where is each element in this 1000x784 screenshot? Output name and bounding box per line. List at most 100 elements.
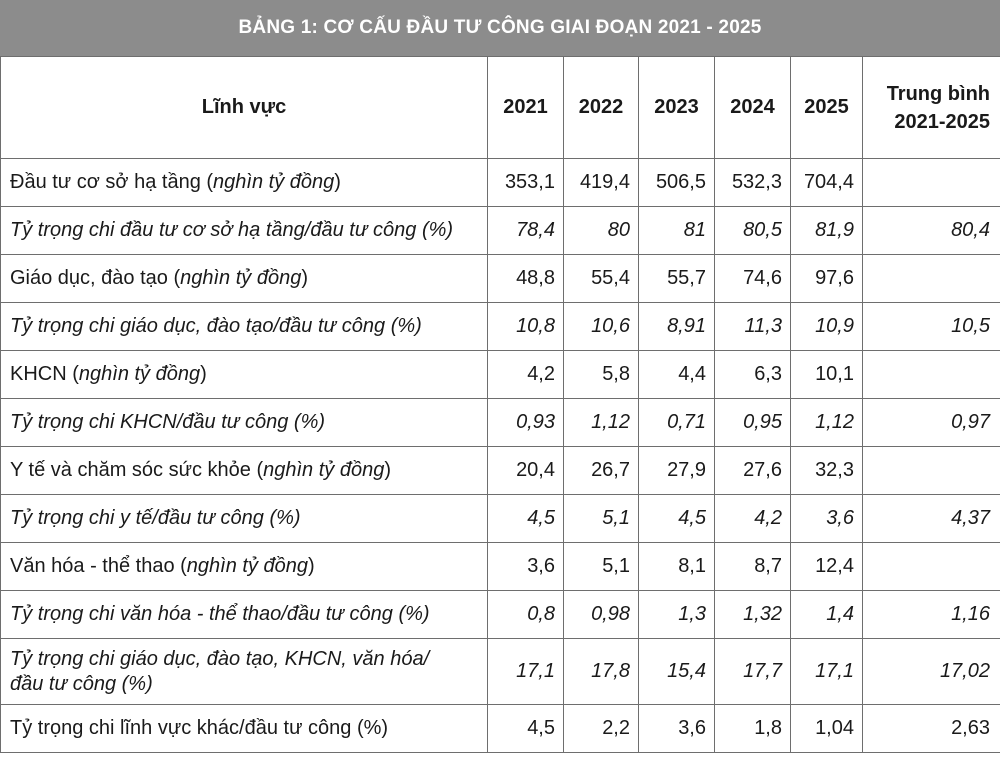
header-average-line2: 2021-2025 (894, 110, 990, 133)
cell-value: 5,1 (563, 494, 639, 543)
cell-value: 1,4 (790, 590, 863, 639)
cell-value: 0,93 (487, 398, 564, 447)
row-unit: nghìn tỷ đồng (180, 267, 302, 289)
row-label: Tỷ trọng chi y tế/đầu tư công (%) (0, 494, 488, 543)
cell-value: 15,4 (638, 638, 715, 705)
cell-value: 8,91 (638, 302, 715, 351)
header-year: 2021 (487, 56, 564, 159)
cell-average: 0,97 (862, 398, 1000, 447)
cell-average: 17,02 (862, 638, 1000, 705)
row-label: Tỷ trọng chi lĩnh vực khác/đầu tư công (… (0, 704, 488, 753)
cell-value: 8,7 (714, 542, 791, 591)
header-year: 2022 (563, 56, 639, 159)
row-label: Văn hóa - thể thao (nghìn tỷ đồng) (0, 542, 488, 591)
cell-value: 27,6 (714, 446, 791, 495)
cell-average: 80,4 (862, 206, 1000, 255)
row-label: Y tế và chăm sóc sức khỏe (nghìn tỷ đồng… (0, 446, 488, 495)
cell-value: 17,1 (487, 638, 564, 705)
row-label-tail: ) (334, 171, 341, 193)
row-label: Tỷ trọng chi văn hóa - thể thao/đầu tư c… (0, 590, 488, 639)
cell-value: 4,5 (638, 494, 715, 543)
cell-value: 3,6 (487, 542, 564, 591)
cell-value: 3,6 (638, 704, 715, 753)
cell-average (862, 254, 1000, 303)
cell-value: 32,3 (790, 446, 863, 495)
cell-value: 74,6 (714, 254, 791, 303)
row-unit: nghìn tỷ đồng (78, 363, 201, 385)
header-average-line1: Trung bình (886, 82, 990, 105)
table-row: Tỷ trọng chi giáo dục, đào tạo/đầu tư cô… (0, 302, 1000, 351)
row-unit: nghìn tỷ đồng (263, 459, 385, 481)
row-label-tail: ) (308, 555, 315, 577)
row-label: Đầu tư cơ sở hạ tầng (nghìn tỷ đồng) (0, 158, 488, 207)
cell-average: 10,5 (862, 302, 1000, 351)
table-row: Tỷ trọng chi KHCN/đầu tư công (%) 0,93 1… (0, 398, 1000, 447)
table-row: Đầu tư cơ sở hạ tầng (nghìn tỷ đồng) 353… (0, 158, 1000, 207)
cell-value: 80,5 (714, 206, 791, 255)
cell-value: 4,4 (638, 350, 715, 399)
row-label-text: Giáo dục, đào tạo ( (10, 267, 181, 289)
cell-value: 27,9 (638, 446, 715, 495)
row-label: Tỷ trọng chi giáo dục, đào tạo, KHCN, vă… (0, 638, 488, 705)
cell-value: 26,7 (563, 446, 639, 495)
cell-value: 1,12 (563, 398, 639, 447)
cell-value: 17,7 (714, 638, 791, 705)
table-row: Tỷ trọng chi lĩnh vực khác/đầu tư công (… (0, 704, 1000, 753)
table-row: Văn hóa - thể thao (nghìn tỷ đồng) 3,6 5… (0, 542, 1000, 591)
cell-value: 17,8 (563, 638, 639, 705)
row-label-tail: ) (301, 267, 308, 289)
header-year: 2025 (790, 56, 863, 159)
cell-value: 419,4 (563, 158, 639, 207)
cell-value: 4,5 (487, 704, 564, 753)
cell-value: 5,1 (563, 542, 639, 591)
cell-average (862, 446, 1000, 495)
header-year: 2023 (638, 56, 715, 159)
row-label: Giáo dục, đào tạo (nghìn tỷ đồng) (0, 254, 488, 303)
table-row: KHCN (nghìn tỷ đồng) 4,2 5,8 4,4 6,3 10,… (0, 350, 1000, 399)
cell-value: 4,5 (487, 494, 564, 543)
cell-value: 2,2 (563, 704, 639, 753)
cell-value: 4,2 (714, 494, 791, 543)
header-field: Lĩnh vực (0, 56, 488, 159)
cell-average (862, 542, 1000, 591)
header-row: Lĩnh vực 2021 2022 2023 2024 2025 Trung … (0, 56, 1000, 159)
cell-value: 6,3 (714, 350, 791, 399)
cell-value: 80 (563, 206, 639, 255)
cell-value: 5,8 (563, 350, 639, 399)
cell-value: 1,3 (638, 590, 715, 639)
cell-value: 11,3 (714, 302, 791, 351)
table-row: Giáo dục, đào tạo (nghìn tỷ đồng) 48,8 5… (0, 254, 1000, 303)
investment-structure-table: Lĩnh vực 2021 2022 2023 2024 2025 Trung … (0, 56, 1000, 753)
row-label-tail: ) (200, 363, 207, 385)
row-label: Tỷ trọng chi giáo dục, đào tạo/đầu tư cô… (0, 302, 488, 351)
row-unit: nghìn tỷ đồng (186, 555, 309, 577)
table-row: Tỷ trọng chi đầu tư cơ sở hạ tầng/đầu tư… (0, 206, 1000, 255)
cell-average: 4,37 (862, 494, 1000, 543)
cell-value: 10,6 (563, 302, 639, 351)
header-average: Trung bình 2021-2025 (862, 56, 1000, 159)
cell-value: 1,32 (714, 590, 791, 639)
cell-value: 10,9 (790, 302, 863, 351)
row-label-text: KHCN ( (10, 363, 79, 385)
cell-value: 20,4 (487, 446, 564, 495)
table-row: Tỷ trọng chi văn hóa - thể thao/đầu tư c… (0, 590, 1000, 639)
table-row: Y tế và chăm sóc sức khỏe (nghìn tỷ đồng… (0, 446, 1000, 495)
cell-value: 3,6 (790, 494, 863, 543)
cell-value: 48,8 (487, 254, 564, 303)
cell-value: 78,4 (487, 206, 564, 255)
cell-value: 97,6 (790, 254, 863, 303)
cell-value: 0,95 (714, 398, 791, 447)
row-unit: nghìn tỷ đồng (213, 171, 335, 193)
cell-value: 81 (638, 206, 715, 255)
cell-value: 8,1 (638, 542, 715, 591)
cell-value: 12,4 (790, 542, 863, 591)
cell-average: 1,16 (862, 590, 1000, 639)
cell-value: 704,4 (790, 158, 863, 207)
table-row: Tỷ trọng chi y tế/đầu tư công (%) 4,5 5,… (0, 494, 1000, 543)
cell-value: 1,12 (790, 398, 863, 447)
cell-value: 532,3 (714, 158, 791, 207)
cell-value: 506,5 (638, 158, 715, 207)
cell-value: 353,1 (487, 158, 564, 207)
row-label-text: Văn hóa - thể thao ( (10, 555, 187, 577)
